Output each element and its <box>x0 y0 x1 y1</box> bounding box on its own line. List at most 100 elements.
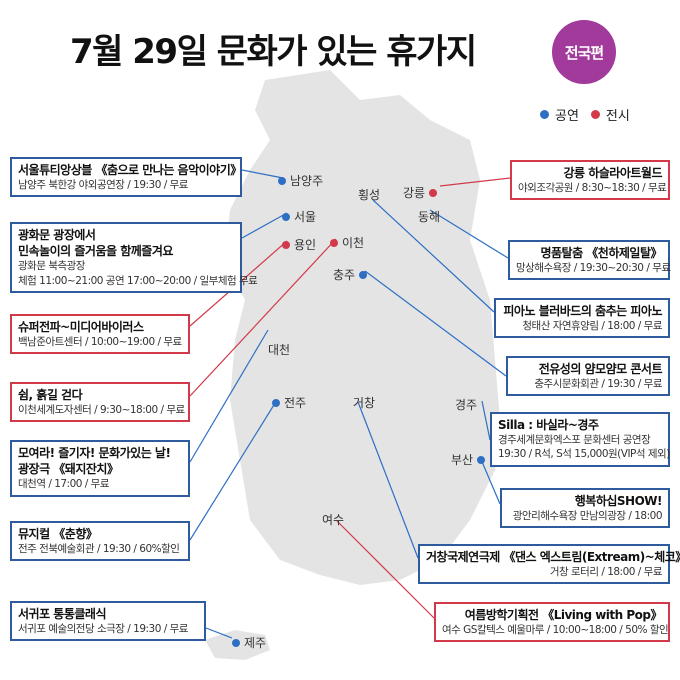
city-label: 거창 <box>353 396 376 410</box>
leader-line <box>205 627 233 639</box>
city-chungju[interactable]: 충주 <box>333 266 368 283</box>
city-gyeongju[interactable]: 경주 <box>455 396 477 413</box>
event-subtitle: 민속놀이의 즐거움을 함께즐겨요 <box>18 244 173 259</box>
event-detail: 거창 로터리 / 18:00 / 무료 <box>549 566 663 579</box>
city-label: 충주 <box>333 268 356 282</box>
city-label: 횡성 <box>358 188 381 202</box>
leader-line <box>189 399 278 541</box>
leader-line <box>439 177 511 187</box>
event-detail: 충주시문화회관 / 19:30 / 무료 <box>534 378 662 391</box>
event-title: 모여라! 즐기자! 문화가있는 날! <box>18 446 171 460</box>
event-card-superpower[interactable]: 슈퍼전파~미디어바이러스 백남준아트센터 / 10:00~19:00 / 무료 <box>10 314 190 355</box>
city-busan[interactable]: 부산 <box>451 451 486 468</box>
event-card-happy[interactable]: 행복하십SHOW! 광안리해수욕장 만남의광장 / 18:00 <box>500 488 670 529</box>
leader-line <box>241 212 288 239</box>
event-detail: 대천역 / 17:00 / 무료 <box>18 478 110 491</box>
event-card-gwanghwamun[interactable]: 광화문 광장에서 민속놀이의 즐거움을 함께즐겨요 광화문 북측광장 체험 11… <box>10 222 258 293</box>
event-card-tal[interactable]: 명품탈춤 《천하제일탈》 망상해수욕장 / 19:30~20:30 / 무료 <box>508 240 671 281</box>
exhibition-dot-icon <box>590 110 600 119</box>
event-card-rest[interactable]: 쉼, 흙길 걷다 이천세계도자센터 / 9:30~18:00 / 무료 <box>10 382 190 423</box>
city-namyangju[interactable]: 남양주 <box>278 172 323 189</box>
event-title: 서귀포 통통클래식 <box>18 607 107 621</box>
event-detail: 이천세계도자센터 / 9:30~18:00 / 무료 <box>18 404 185 417</box>
event-title: 광화문 광장에서 <box>18 228 96 242</box>
legend-exhibition-label: 전시 <box>605 109 630 124</box>
leader-line <box>479 456 501 505</box>
event-subtitle: 광장극 《돼지잔치》 <box>18 462 119 477</box>
event-detail: 경주세계문화엑스포 문화센터 공연장 <box>498 434 651 447</box>
event-card-geochang[interactable]: 거창국제연극제 《댄스 엑스트림(Extream)~체코》 거창 로터리 / 1… <box>418 544 680 585</box>
city-label: 강릉 <box>403 186 426 200</box>
city-label: 남양주 <box>290 174 324 188</box>
event-detail: 야외조각공원 / 8:30~18:30 / 무료 <box>518 182 667 195</box>
city-hoengseong[interactable]: 횡성 <box>358 186 380 203</box>
city-jeju[interactable]: 제주 <box>232 634 266 651</box>
performance-dot-icon <box>232 638 240 647</box>
event-card-yangmo[interactable]: 전유성의 얌모얌모 콘서트 충주시문화회관 / 19:30 / 무료 <box>506 356 670 397</box>
event-detail: 서귀포 예술의전당 소극장 / 19:30 / 무료 <box>18 623 188 636</box>
city-yongin[interactable]: 용인 <box>282 236 316 253</box>
event-title: 피아노 블러바드의 춤추는 피아노 <box>503 304 662 318</box>
legend: 공연 전시 <box>540 105 630 124</box>
event-detail: 19:30 / R석, S석 15,000원(VIP석 제외) <box>498 448 670 461</box>
event-detail: 여수 GS칼텍스 예울마루 / 10:00~18:00 / 50% 할인 <box>442 624 669 637</box>
city-geochang[interactable]: 거창 <box>353 394 375 411</box>
exhibition-dot-icon <box>429 188 438 197</box>
event-card-seogwipo[interactable]: 서귀포 통통클래식 서귀포 예술의전당 소극장 / 19:30 / 무료 <box>10 601 206 642</box>
leader-line <box>336 520 435 619</box>
event-card-pop[interactable]: 여름방학기획전 《Living with Pop》 여수 GS칼텍스 예울마루 … <box>434 602 670 643</box>
performance-dot-icon <box>278 176 286 185</box>
event-title: 쉼, 흙길 걷다 <box>18 388 83 402</box>
city-gangneung[interactable]: 강릉 <box>403 184 438 201</box>
performance-dot-icon <box>282 212 290 221</box>
exhibition-dot-icon <box>330 238 338 247</box>
event-title: 행복하십SHOW! <box>574 494 663 508</box>
city-label: 동해 <box>418 210 441 224</box>
city-label: 제주 <box>244 636 267 650</box>
leader-line <box>189 238 337 397</box>
city-jeonju[interactable]: 전주 <box>272 394 306 411</box>
exhibition-dot-icon <box>282 240 290 249</box>
page-title: 7월 29일 문화가 있는 휴가지 <box>70 32 477 72</box>
event-title: Silla : 바실라~경주 <box>498 418 599 432</box>
leader-line <box>364 270 507 377</box>
city-label: 대천 <box>268 343 291 357</box>
event-title: 거창국제연극제 《댄스 엑스트림(Extream)~체코》 <box>426 550 680 564</box>
city-label: 전주 <box>284 396 307 410</box>
event-card-seoul-tutti[interactable]: 서울튜티앙상블 《춤으로 만나는 음악이야기》 남양주 북한강 야외공연장 / … <box>10 157 242 198</box>
city-seoul[interactable]: 서울 <box>282 208 316 225</box>
event-title: 전유성의 얌모얌모 콘서트 <box>538 362 663 376</box>
city-yeosu[interactable]: 여수 <box>322 511 344 528</box>
event-detail: 광안리해수욕장 만남의광장 / 18:00 <box>512 510 663 523</box>
event-title: 강릉 하슬라아트월드 <box>563 166 662 180</box>
leader-line <box>357 401 419 559</box>
leader-line <box>481 400 491 441</box>
performance-dot-icon <box>477 455 486 464</box>
event-detail: 백남준아트센터 / 10:00~19:00 / 무료 <box>18 336 182 349</box>
event-title: 슈퍼전파~미디어바이러스 <box>18 320 144 334</box>
city-label: 경주 <box>455 398 478 412</box>
city-label: 이천 <box>342 236 365 250</box>
event-detail: 전주 전북예술회관 / 19:30 / 60%할인 <box>18 543 180 556</box>
event-detail: 망상해수욕장 / 19:30~20:30 / 무료 <box>516 262 671 275</box>
city-icheon[interactable]: 이천 <box>330 234 364 251</box>
city-daecheon[interactable]: 대천 <box>268 341 290 358</box>
leader-line <box>372 199 495 313</box>
event-card-chunhyang[interactable]: 뮤지컬 《춘향》 전주 전북예술회관 / 19:30 / 60%할인 <box>10 521 190 562</box>
event-card-piano[interactable]: 피아노 블러바드의 춤추는 피아노 청태산 자연휴양림 / 18:00 / 무료 <box>494 298 670 339</box>
performance-dot-icon <box>272 398 280 407</box>
leader-line <box>429 209 509 259</box>
event-card-gangneung[interactable]: 강릉 하슬라아트월드 야외조각공원 / 8:30~18:30 / 무료 <box>510 160 670 201</box>
city-donghae[interactable]: 동해 <box>418 208 440 225</box>
legend-performance-label: 공연 <box>555 109 579 124</box>
city-label: 서울 <box>294 210 317 224</box>
event-card-silla[interactable]: Silla : 바실라~경주 경주세계문화엑스포 문화센터 공연장 19:30 … <box>490 412 670 467</box>
event-card-madang[interactable]: 모여라! 즐기자! 문화가있는 날! 광장극 《돼지잔치》 대천역 / 17:0… <box>10 440 190 497</box>
city-label: 여수 <box>322 513 345 527</box>
region-badge: 전국편 <box>552 20 616 84</box>
leader-line <box>189 329 269 463</box>
event-title: 서울튜티앙상블 《춤으로 만나는 음악이야기》 <box>18 163 242 177</box>
city-label: 부산 <box>451 453 474 467</box>
leader-line <box>241 169 284 179</box>
